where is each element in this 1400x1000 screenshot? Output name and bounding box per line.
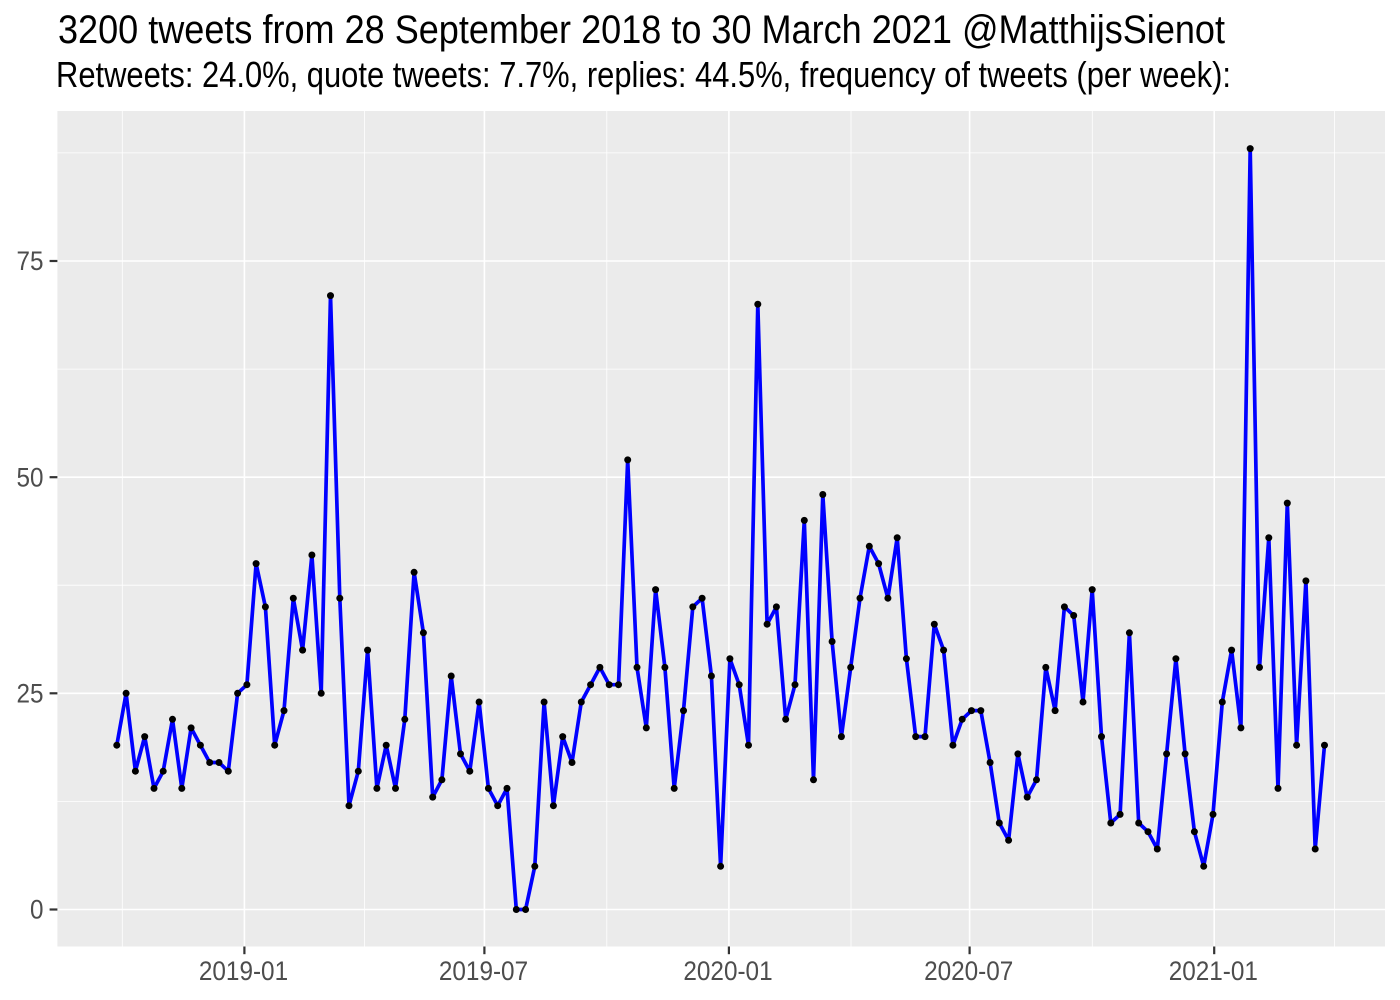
svg-text:2021-01: 2021-01 [1169,956,1258,986]
svg-text:3200 tweets from 28 September: 3200 tweets from 28 September 2018 to 30… [58,8,1225,52]
svg-text:50: 50 [17,462,44,492]
svg-text:2020-07: 2020-07 [924,956,1013,986]
svg-text:2019-07: 2019-07 [439,956,528,986]
svg-text:0: 0 [30,895,44,925]
svg-text:75: 75 [17,246,44,276]
svg-text:2019-01: 2019-01 [199,956,288,986]
svg-text:25: 25 [17,678,44,708]
svg-text:2020-01: 2020-01 [683,956,772,986]
svg-text:Retweets: 24.0%, quote tweets:: Retweets: 24.0%, quote tweets: 7.7%, rep… [56,54,1231,95]
